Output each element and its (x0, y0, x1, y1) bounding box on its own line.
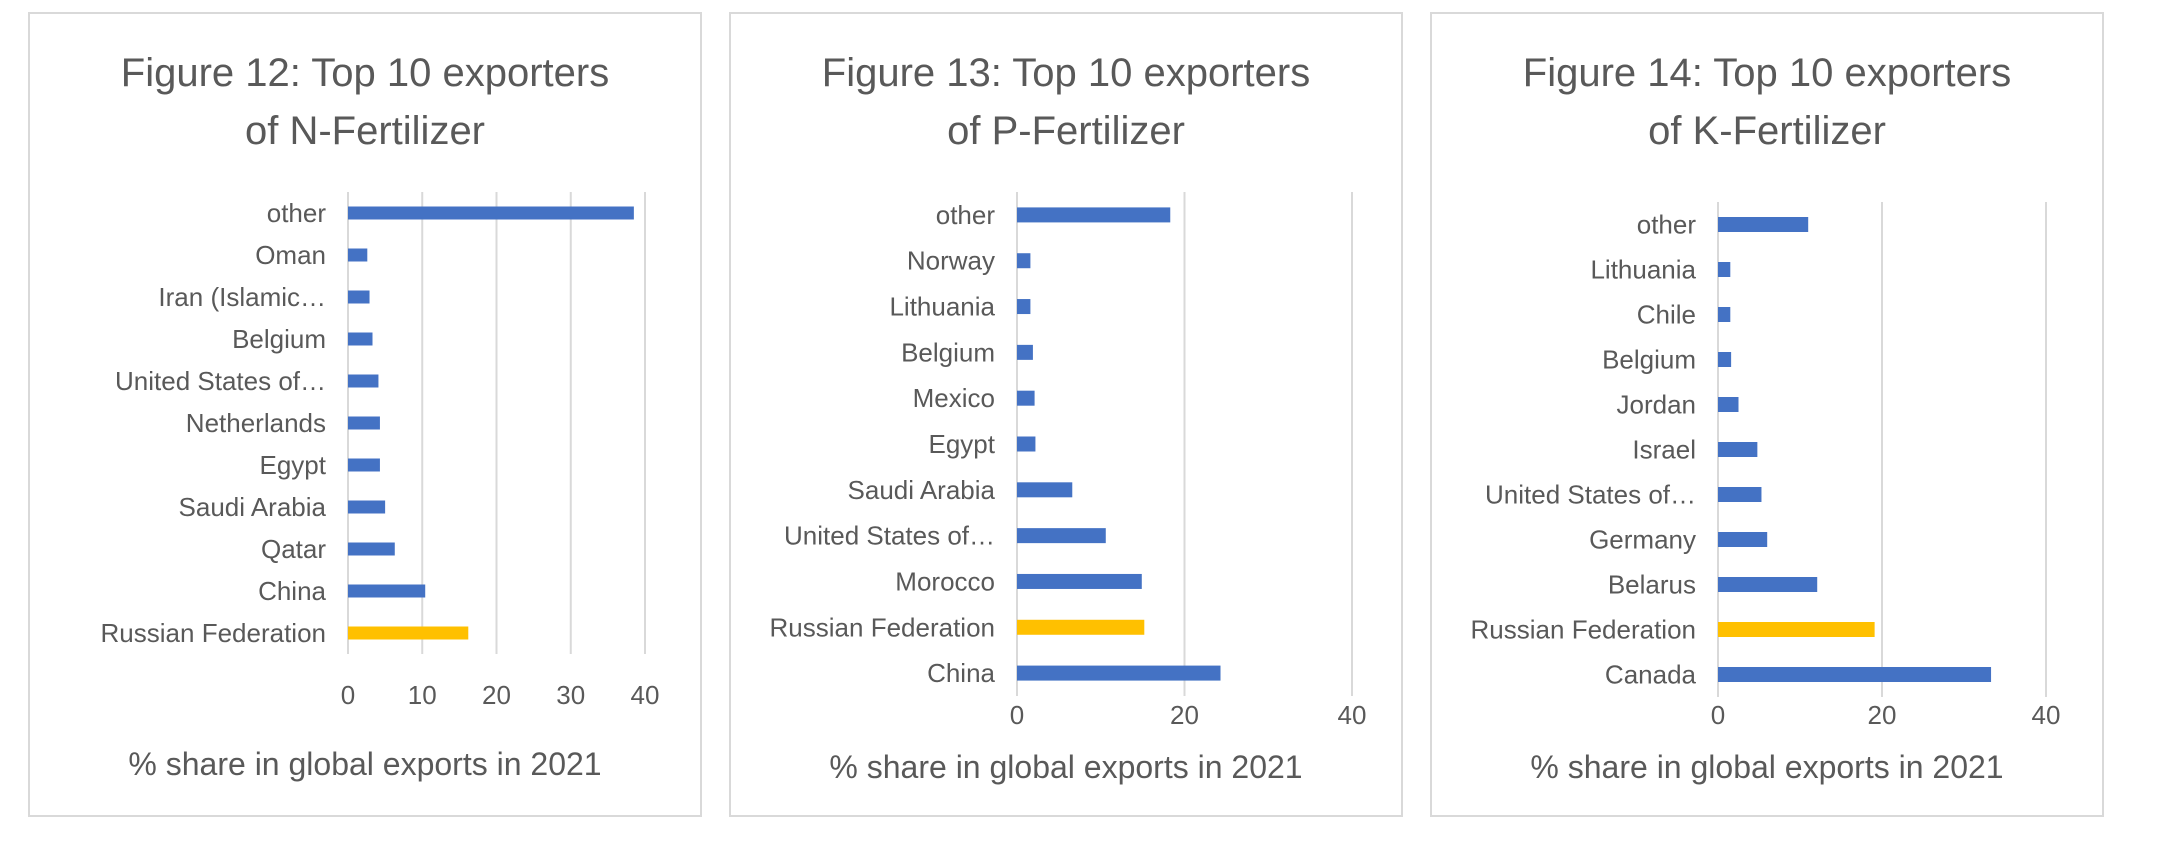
category-label: other (1637, 210, 1697, 240)
category-label: Saudi Arabia (848, 475, 996, 505)
category-label: Morocco (895, 566, 995, 596)
category-label: China (927, 658, 995, 688)
category-label: Egypt (929, 429, 996, 459)
bar (1017, 299, 1031, 315)
x-axis-label: % share in global exports in 2021 (1530, 749, 2004, 785)
category-label: Mexico (913, 383, 995, 413)
category-label: other (936, 200, 996, 230)
bar (1718, 352, 1732, 367)
chart-title-line-1: Figure 12: Top 10 exporters (120, 51, 610, 95)
x-tick-label: 0 (341, 680, 355, 710)
category-label: Belgium (1602, 345, 1696, 375)
x-tick-label: 40 (2032, 700, 2061, 730)
chart-title: Figure 13: Top 10 exporters of P-Fertili… (731, 44, 1401, 160)
bar (1017, 390, 1035, 406)
x-tick-label: 20 (1868, 700, 1897, 730)
x-tick-label: 20 (1170, 700, 1199, 730)
bar-chart-p-fertilizer: 0 20 40 China Russian Federation Morocco Unite… (770, 192, 1367, 730)
category-label: Egypt (260, 450, 327, 480)
bar (1017, 253, 1031, 269)
chart-title: Figure 12: Top 10 exporters of N-Fertili… (30, 44, 700, 160)
bar (348, 374, 379, 388)
x-axis-label: % share in global exports in 2021 (829, 749, 1303, 785)
bar (1718, 262, 1731, 277)
chart-title-line-2: of N-Fertilizer (244, 109, 486, 153)
bar (1718, 577, 1818, 592)
chart-title-line-2: of K-Fertilizer (1648, 109, 1886, 153)
category-label: Oman (255, 240, 326, 270)
category-label: Belgium (901, 337, 995, 367)
category-label: Canada (1605, 660, 1697, 690)
bar (1718, 532, 1768, 547)
category-label: Germany (1589, 525, 1696, 555)
bar (1017, 619, 1145, 635)
category-label: Norway (907, 246, 995, 276)
bar (1017, 482, 1073, 498)
bar (348, 584, 426, 598)
chart-panel-k-fertilizer: Figure 14: Top 10 exporters of K-Fertili… (1430, 12, 2104, 817)
bar-chart-n-fertilizer: 0 10 20 30 40 Russian Federation China Qatar Sau… (101, 192, 660, 710)
bar (1017, 665, 1221, 681)
bar (348, 626, 469, 640)
bar (348, 416, 380, 430)
category-label: Belgium (232, 324, 326, 354)
category-label: United States of… (784, 521, 995, 551)
category-label: Qatar (261, 534, 326, 564)
bar (1017, 436, 1036, 452)
bar (1718, 397, 1739, 412)
bar (348, 542, 395, 556)
category-label: Saudi Arabia (179, 492, 327, 522)
bar (348, 500, 386, 514)
category-label: China (258, 576, 326, 606)
x-tick-label: 0 (1010, 700, 1024, 730)
category-label: United States of… (1485, 480, 1696, 510)
category-label: Chile (1637, 300, 1696, 330)
chart-title-line-1: Figure 13: Top 10 exporters (821, 51, 1311, 95)
bar (1017, 573, 1142, 589)
x-tick-label: 30 (556, 680, 585, 710)
category-label: Israel (1632, 435, 1696, 465)
category-label: United States of… (115, 366, 326, 396)
chart-panel-n-fertilizer: Figure 12: Top 10 exporters of N-Fertili… (28, 12, 702, 817)
category-label: Russian Federation (101, 618, 326, 648)
bar (348, 248, 368, 262)
bar (348, 206, 634, 220)
category-label: other (267, 198, 327, 228)
category-label: Lithuania (889, 292, 995, 322)
bar (1718, 667, 1992, 682)
category-label: Netherlands (186, 408, 326, 438)
bar (1718, 622, 1875, 637)
bar (1718, 307, 1731, 322)
chart-title: Figure 14: Top 10 exporters of K-Fertili… (1432, 44, 2102, 160)
bar (348, 332, 373, 346)
x-tick-label: 20 (482, 680, 511, 710)
category-label: Jordan (1617, 390, 1697, 420)
bar (1017, 207, 1171, 223)
x-axis-label: % share in global exports in 2021 (128, 746, 602, 782)
bar (1718, 442, 1758, 457)
bar (348, 458, 380, 472)
bar (1017, 344, 1033, 360)
category-label: Lithuania (1590, 255, 1696, 285)
bar (1718, 487, 1762, 502)
category-label: Russian Federation (770, 612, 995, 642)
x-tick-label: 10 (408, 680, 437, 710)
bar-chart-k-fertilizer: 0 20 40 Canada Russian Federation Belarus Germ… (1471, 202, 2061, 730)
bar (348, 290, 370, 304)
x-tick-label: 40 (1338, 700, 1367, 730)
chart-title-line-1: Figure 14: Top 10 exporters (1522, 51, 2012, 95)
chart-panel-p-fertilizer: Figure 13: Top 10 exporters of P-Fertili… (729, 12, 1403, 817)
category-label: Russian Federation (1471, 615, 1696, 645)
x-tick-label: 40 (631, 680, 660, 710)
bar (1017, 528, 1106, 544)
category-label: Belarus (1608, 570, 1696, 600)
x-tick-label: 0 (1711, 700, 1725, 730)
bar (1718, 217, 1809, 232)
category-label: Iran (Islamic… (158, 282, 326, 312)
chart-title-line-2: of P-Fertilizer (947, 109, 1185, 153)
